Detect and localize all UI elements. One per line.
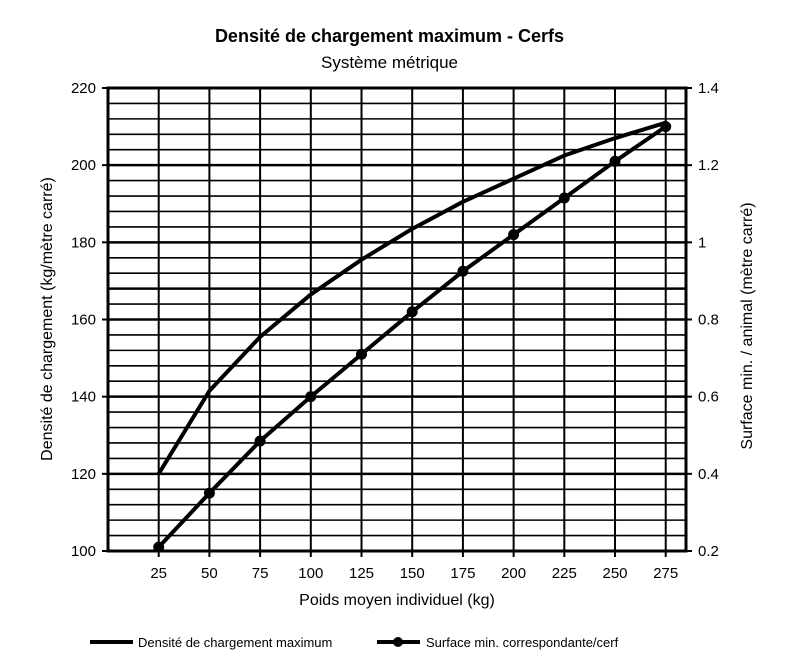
y-tick-label: 160 [71, 312, 96, 329]
x-tick-label: 75 [252, 565, 269, 582]
series-point-2 [660, 121, 672, 133]
x-tick-label: 175 [450, 565, 475, 582]
grid-lines [108, 88, 686, 551]
series-point-2 [153, 541, 165, 553]
y-tick-label: 140 [71, 389, 96, 406]
x-tick-label: 50 [201, 565, 218, 582]
y2-tick-label: 0.2 [698, 543, 719, 560]
y2-tick-label: 1.2 [698, 157, 719, 174]
legend-label-density: Densité de chargement maximum [138, 635, 332, 650]
series-point-2 [508, 229, 520, 241]
x-tick-label: 225 [552, 565, 577, 582]
x-tick-label: 150 [400, 565, 425, 582]
x-tick-label: 100 [298, 565, 323, 582]
y-tick-label: 100 [71, 543, 96, 560]
x-axis-label: Poids moyen individuel (kg) [299, 592, 495, 609]
series-point-2 [609, 155, 621, 167]
x-tick-label: 125 [349, 565, 374, 582]
series-point-2 [254, 435, 266, 447]
series-point-2 [305, 391, 317, 403]
y-tick-label: 220 [71, 80, 96, 97]
y2-axis-label: Surface min. / animal (mètre carré) [739, 202, 756, 449]
legend-label-surface: Surface min. correspondante/cerf [426, 635, 619, 650]
x-tick-label: 275 [653, 565, 678, 582]
x-tick-label: 25 [150, 565, 167, 582]
legend: Densité de chargement maximum Surface mi… [90, 635, 619, 650]
series-point-2 [457, 265, 469, 277]
x-tick-label: 200 [501, 565, 526, 582]
legend-marker-surface [393, 637, 403, 647]
chart-title: Densité de chargement maximum - Cerfs [214, 26, 565, 46]
series-line-1 [156, 120, 667, 475]
data-series [153, 120, 672, 553]
y2-tick-label: 0.8 [698, 312, 719, 329]
y2-tick-label: 1.4 [698, 80, 719, 97]
series-point-2 [356, 348, 368, 360]
x-tick-label: 250 [603, 565, 628, 582]
tick-labels: 100 120 140 160 180 200 220 0.2 0.4 0.6 0.8 1 1.2 1.4… [71, 80, 719, 582]
y-tick-label: 180 [71, 234, 96, 251]
series-point-2 [406, 306, 418, 318]
y-tick-label: 120 [71, 466, 96, 483]
series-point-2 [558, 192, 570, 204]
y-axis-label: Densité de chargement (kg/mètre carré) [39, 177, 56, 461]
y2-tick-label: 0.4 [698, 466, 719, 483]
y-tick-label: 200 [71, 157, 96, 174]
chart-subtitle: Système métrique [321, 53, 458, 72]
y2-tick-label: 1 [698, 234, 706, 251]
y2-tick-label: 0.6 [698, 389, 719, 406]
series-point-2 [203, 487, 215, 499]
